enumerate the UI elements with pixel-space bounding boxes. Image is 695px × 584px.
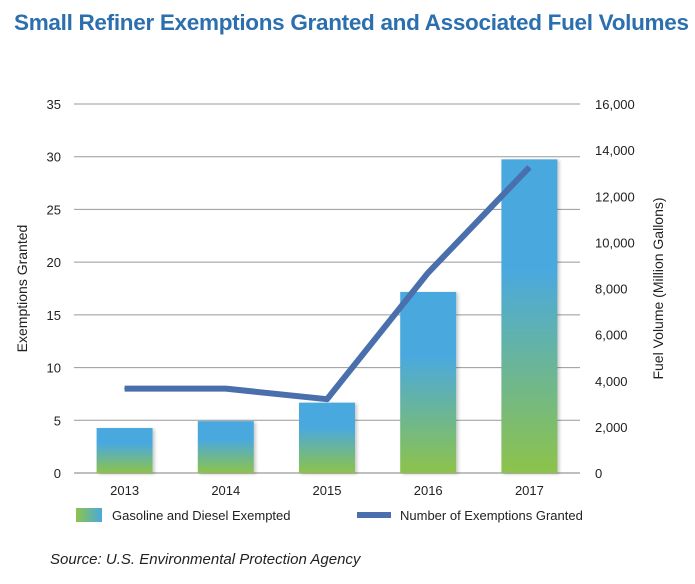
y2-tick-label: 4,000 xyxy=(595,374,628,389)
legend: Gasoline and Diesel Exempted Number of Ex… xyxy=(76,508,583,523)
y2-axis-label: Fuel Volume (Million Gallons) xyxy=(650,197,666,379)
y-tick-label: 15 xyxy=(47,308,61,323)
chart-title: Small Refiner Exemptions Granted and Ass… xyxy=(14,10,689,35)
line-point-2014 xyxy=(225,388,227,390)
axes: 0 5 10 15 20 25 30 35 0 2,000 4,000 6,000 8,000 10,00… xyxy=(14,97,666,498)
line-point-2015 xyxy=(326,398,328,400)
line-point-2017 xyxy=(528,166,530,168)
x-tick-label: 2013 xyxy=(110,483,139,498)
bar-2017 xyxy=(501,159,558,473)
y-tick-label: 35 xyxy=(47,97,61,112)
y-axis-label: Exemptions Granted xyxy=(14,225,30,353)
line-series xyxy=(124,165,532,403)
y-tick-label: 5 xyxy=(54,413,61,428)
x-tick-label: 2015 xyxy=(313,483,342,498)
y2-tick-label: 6,000 xyxy=(595,328,628,343)
y2-tick-label: 8,000 xyxy=(595,282,628,297)
bar-2015 xyxy=(299,402,355,473)
y2-tick-label: 14,000 xyxy=(595,143,635,158)
legend-swatch-bars xyxy=(76,508,102,522)
y-tick-label: 10 xyxy=(47,361,61,376)
line-point-2013 xyxy=(124,388,126,390)
x-tick-label: 2017 xyxy=(515,483,544,498)
x-tick-label: 2014 xyxy=(211,483,240,498)
y-tick-label: 20 xyxy=(47,255,61,270)
y-tick-label: 30 xyxy=(47,150,61,165)
legend-label-bars: Gasoline and Diesel Exempted xyxy=(112,508,291,523)
y-tick-label: 0 xyxy=(54,466,61,481)
y2-tick-label: 16,000 xyxy=(595,97,635,112)
bar-2016 xyxy=(400,291,457,473)
y2-tick-label: 2,000 xyxy=(595,420,628,435)
bar-2013 xyxy=(96,428,153,473)
series-line-exemptions xyxy=(124,165,532,403)
bar-2014 xyxy=(197,421,254,473)
y2-tick-label: 10,000 xyxy=(595,235,635,250)
bars xyxy=(96,159,558,473)
legend-label-line: Number of Exemptions Granted xyxy=(400,508,583,523)
line-point-2016 xyxy=(427,272,429,274)
y2-tick-label: 12,000 xyxy=(595,189,635,204)
source-note: Source: U.S. Environmental Protection Ag… xyxy=(50,551,361,568)
y-tick-label: 25 xyxy=(47,202,61,217)
x-tick-label: 2016 xyxy=(414,483,443,498)
y2-tick-label: 0 xyxy=(595,466,602,481)
